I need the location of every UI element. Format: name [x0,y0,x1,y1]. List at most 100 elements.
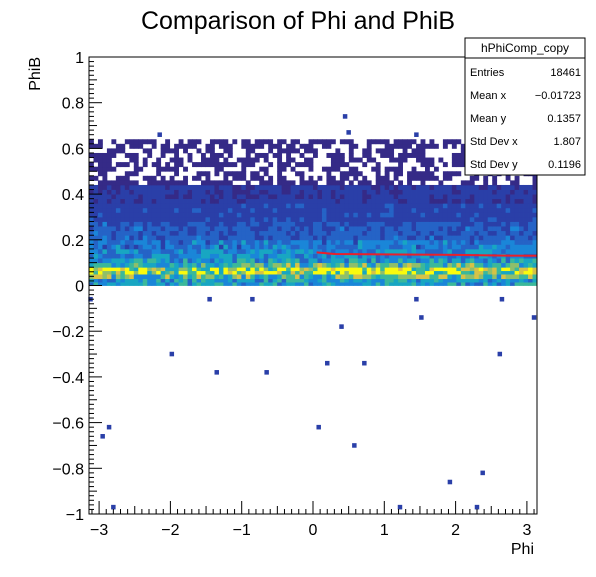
heatmap-cell [460,262,466,268]
heatmap-cell [438,274,444,280]
heatmap-cell [496,198,502,204]
heatmap-cell [416,262,421,268]
heatmap-cell [510,235,515,241]
heatmap-cell [97,221,103,227]
heatmap-cell [133,239,139,245]
heatmap-cell [344,226,350,232]
heatmap-cell [183,262,188,268]
heatmap-cell [456,278,462,283]
heatmap-cell [295,274,300,280]
heatmap-cell [362,267,368,272]
heatmap-cell [142,262,148,268]
heatmap-cell [187,267,193,272]
heatmap-cell [295,194,300,200]
heatmap-cell [389,262,395,268]
heatmap-cell [344,162,350,168]
heatmap-cell [375,184,381,190]
heatmap-cell [393,212,399,218]
heatmap-cell [259,175,265,181]
heatmap-cell [250,235,256,241]
heatmap-cell [295,216,300,222]
heatmap-cell [232,278,238,283]
heatmap-cell [174,282,179,286]
heatmap-cell [366,244,372,250]
heatmap-cell [339,139,345,145]
heatmap-cell [496,267,502,272]
heatmap-cell [299,282,305,286]
heatmap-cell [380,216,386,222]
heatmap-cell [425,239,430,245]
heatmap-cell [147,253,153,259]
heatmap-cell [402,139,408,145]
heatmap-cell [389,207,395,213]
heatmap-cell [492,189,498,195]
heatmap-cell [232,216,238,222]
heatmap-cell [362,235,368,241]
heatmap-cell [120,235,126,241]
heatmap-cell [151,262,157,268]
heatmap-cell [147,152,153,158]
heatmap-cell [460,282,466,286]
heatmap-cell [389,244,395,250]
heatmap-cell [371,194,377,200]
heatmap-cell [281,226,287,232]
heatmap-cell [528,244,533,250]
heatmap-cell [339,221,345,227]
heatmap-cell [281,270,287,275]
heatmap-cell [384,216,390,222]
heatmap-cell [460,203,466,209]
heatmap-cell [174,235,179,241]
heatmap-cell [272,253,278,259]
heatmap-cell [353,221,359,227]
heatmap-cell [362,203,368,209]
heatmap-cell [97,157,103,163]
heatmap-cell [236,194,242,200]
heatmap-cell [335,203,341,209]
heatmap-cell [169,207,175,213]
heatmap-cell [460,274,466,280]
heatmap-cell [115,267,121,272]
heatmap-cell [277,230,283,236]
heatmap-cell [156,282,162,286]
heatmap-cell [523,282,529,286]
heatmap-cell [411,244,417,250]
heatmap-cell [442,198,448,204]
heatmap-cell [407,262,412,268]
heatmap-cell [156,194,162,200]
heatmap-cell [496,212,502,218]
heatmap-cell [281,248,287,254]
heatmap-cell [523,226,529,232]
heatmap-cell [523,274,529,280]
heatmap-cell [407,235,412,241]
heatmap-cell [366,253,372,259]
heatmap-cell [223,180,229,186]
heatmap-cell [532,239,538,245]
heatmap-cell [330,226,336,232]
heatmap-cell [129,253,135,259]
heatmap-cell [483,216,489,222]
heatmap-cell [357,184,363,190]
heatmap-cell [236,274,242,280]
heatmap-cell [120,230,126,236]
heatmap-cell [375,203,381,209]
heatmap-cell [398,244,403,250]
heatmap-cell [286,203,291,209]
heatmap-cell [227,244,233,250]
heatmap-cell [514,235,520,241]
heatmap-cell [133,212,139,218]
heatmap-cell [380,262,386,268]
heatmap-cell [317,175,323,181]
heatmap-cell [268,248,274,254]
heatmap-cell [433,143,439,149]
heatmap-cell [456,226,462,232]
heatmap-cell [438,244,444,250]
heatmap-cell [236,189,242,195]
heatmap-cell [407,221,412,227]
heatmap-cell [142,203,148,209]
heatmap-cell [398,207,403,213]
heatmap-cell [277,253,283,259]
heatmap-cell [89,152,94,158]
heatmap-cell [348,278,354,283]
heatmap-cell [196,207,202,213]
heatmap-cell [227,207,233,213]
